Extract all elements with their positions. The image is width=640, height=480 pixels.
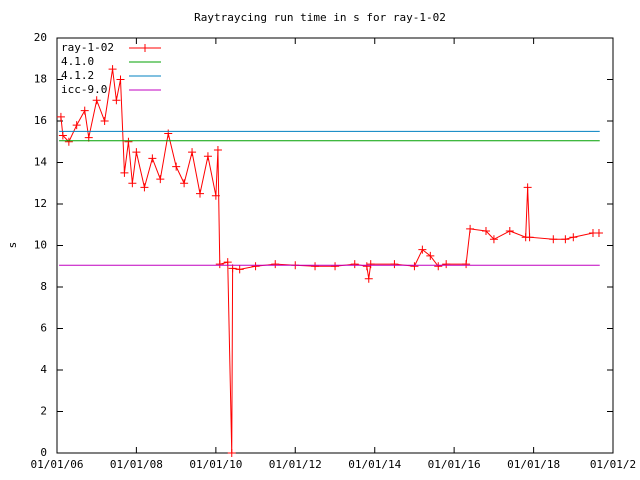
legend-label: ray-1-02: [61, 41, 114, 54]
point-marker: [195, 189, 204, 198]
x-tick-label: 01/01/14: [348, 458, 401, 471]
x-tick-label: 01/01/08: [110, 458, 163, 471]
point-marker: [569, 233, 578, 242]
point-marker: [271, 260, 280, 269]
point-marker: [180, 179, 189, 188]
point-marker: [156, 175, 165, 184]
point-marker: [390, 260, 399, 269]
y-tick-label: 4: [40, 363, 47, 376]
point-marker: [523, 183, 532, 192]
point-marker: [120, 168, 129, 177]
point-marker: [64, 137, 73, 146]
point-marker: [410, 262, 419, 271]
point-marker: [58, 131, 67, 140]
point-marker: [331, 262, 340, 271]
point-marker: [525, 233, 534, 242]
point-marker: [213, 146, 222, 155]
point-marker: [227, 449, 236, 457]
point-marker: [489, 235, 498, 244]
point-marker: [594, 229, 603, 238]
point-marker: [350, 260, 359, 269]
point-marker: [251, 262, 260, 271]
point-marker: [442, 260, 451, 269]
y-tick-label: 16: [34, 114, 47, 127]
point-marker: [108, 65, 117, 74]
point-marker: [164, 129, 173, 138]
point-marker: [56, 112, 65, 121]
point-marker: [188, 148, 197, 157]
point-marker: [426, 251, 435, 260]
point-marker: [505, 226, 514, 235]
point-marker: [466, 224, 475, 233]
y-tick-label: 10: [34, 239, 47, 252]
point-marker: [434, 262, 443, 271]
point-marker: [172, 162, 181, 171]
point-marker: [148, 154, 157, 163]
x-tick-label: 01/01/18: [507, 458, 560, 471]
point-marker: [561, 235, 570, 244]
point-marker: [462, 260, 471, 269]
point-marker: [124, 137, 133, 146]
x-tick-label: 01/01/16: [428, 458, 481, 471]
x-tick-label: 01/01/06: [31, 458, 84, 471]
legend-marker: [141, 44, 149, 52]
point-marker: [100, 117, 109, 125]
y-axis-label: s: [6, 242, 19, 249]
point-marker: [203, 152, 212, 161]
x-tick-label: 01/01/10: [189, 458, 242, 471]
y-tick-label: 0: [40, 446, 47, 459]
point-marker: [211, 191, 220, 200]
y-tick-label: 20: [34, 31, 47, 44]
point-marker: [80, 106, 89, 115]
point-marker: [418, 245, 427, 254]
legend-label: 4.1.2: [61, 69, 94, 82]
point-marker: [140, 183, 149, 192]
point-marker: [362, 262, 371, 271]
legend-label: icc-9.0: [61, 83, 107, 96]
point-marker: [235, 265, 244, 274]
point-marker: [128, 179, 137, 188]
y-tick-label: 2: [40, 405, 47, 418]
legend-label: 4.1.0: [61, 55, 94, 68]
chart-title: Raytraycing run time in s for ray-1-02: [194, 11, 446, 24]
y-tick-label: 14: [34, 156, 48, 169]
y-tick-label: 18: [34, 73, 47, 86]
y-tick-label: 12: [34, 197, 47, 210]
point-marker: [366, 260, 375, 269]
point-marker: [92, 96, 101, 105]
point-marker: [364, 274, 373, 283]
point-marker: [116, 75, 125, 84]
point-marker: [215, 260, 224, 269]
x-tick-label: 01/01/12: [269, 458, 322, 471]
point-marker: [481, 226, 490, 235]
point-marker: [549, 235, 558, 244]
y-tick-label: 6: [40, 322, 47, 335]
y-tick-label: 8: [40, 280, 47, 293]
point-marker: [72, 121, 81, 130]
point-marker: [132, 148, 141, 157]
x-tick-label: 01/01/2: [590, 458, 636, 471]
point-marker: [311, 262, 320, 271]
point-marker: [112, 96, 121, 105]
